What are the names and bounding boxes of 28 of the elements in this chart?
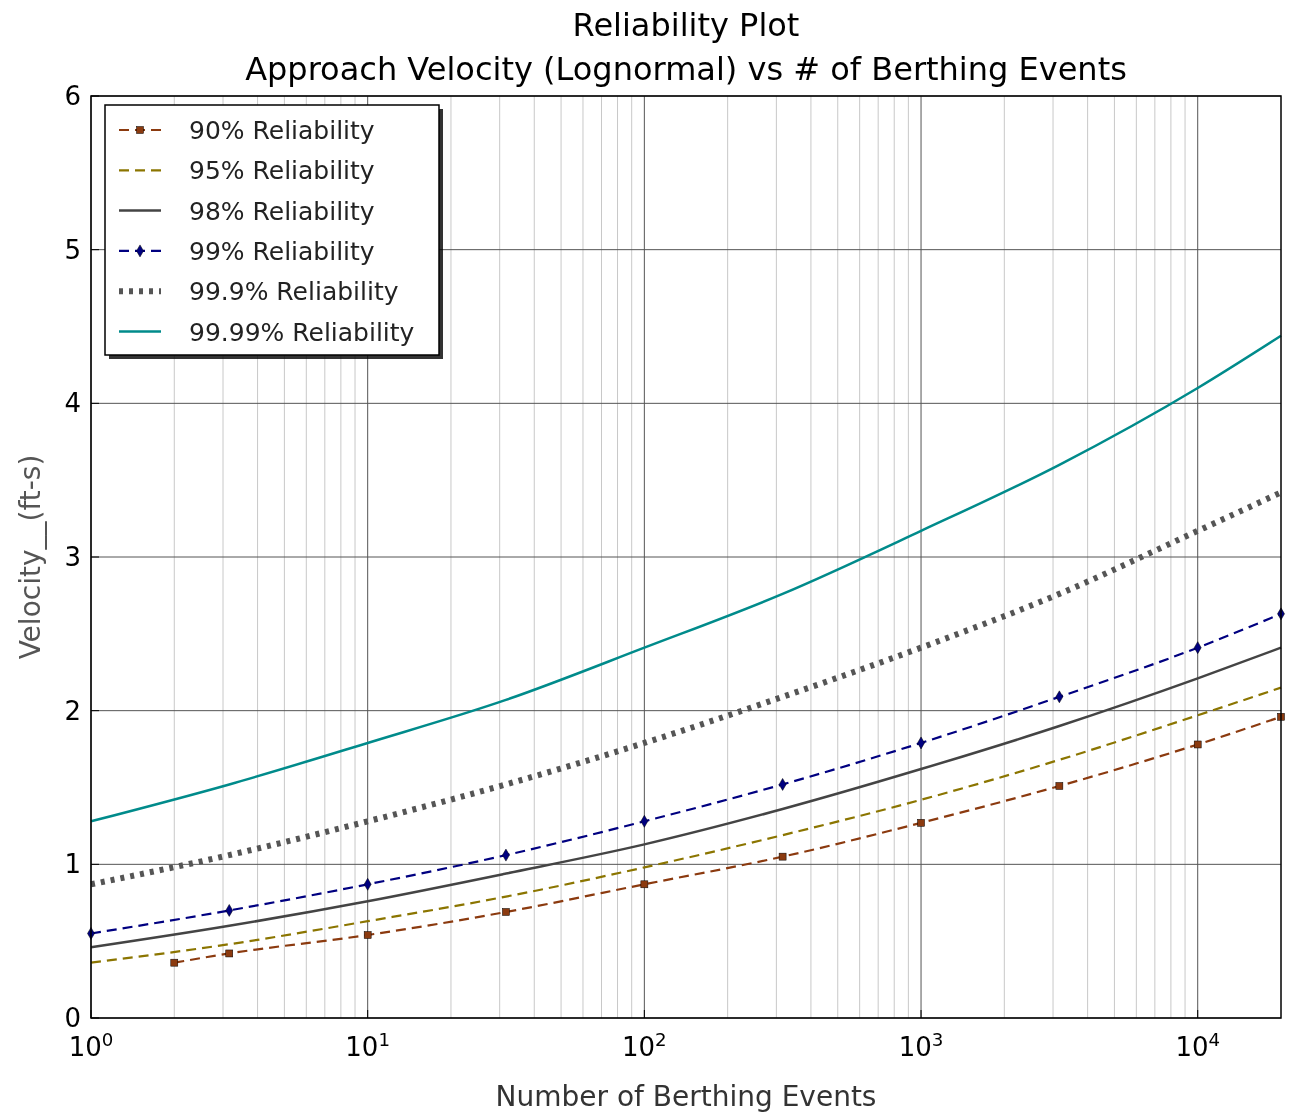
y-tick-label: 6	[64, 81, 81, 111]
point	[1193, 740, 1202, 749]
x-tick-label: 10$^{1}$	[345, 1028, 391, 1062]
point	[225, 949, 233, 958]
legend-label: 95% Reliability	[189, 156, 375, 186]
point	[640, 880, 649, 889]
point	[363, 931, 372, 939]
point	[917, 819, 925, 827]
legend-label: 90% Reliability	[189, 116, 375, 145]
legend-label: 99.9% Reliability	[189, 277, 399, 307]
y-tick-label: 5	[64, 234, 81, 265]
chart-title: Reliability Plot	[572, 6, 800, 44]
point	[502, 908, 510, 916]
legend-label: 99.99% Reliability	[189, 317, 415, 347]
y-tick-label: 1	[64, 849, 81, 880]
x-axis-title: Number of Berthing Events	[495, 1080, 877, 1113]
x-tick-label: 10$^{2}$	[622, 1028, 667, 1062]
point	[1055, 782, 1064, 790]
point	[778, 852, 787, 861]
legend-label: 99% Reliability	[189, 236, 375, 266]
y-tick-label: 3	[64, 542, 81, 572]
x-tick-label: 10$^{3}$	[898, 1028, 944, 1062]
y-tick-label: 2	[64, 695, 81, 726]
y-tick-label: 4	[64, 388, 81, 419]
legend-label: 98% Reliability	[189, 196, 375, 226]
chart-subtitle: Approach Velocity (Lognormal) vs # of Berthing Events	[245, 50, 1127, 88]
y-axis-title: Velocity__(ft-s)	[14, 454, 47, 660]
x-tick-label: 10$^{4}$	[1175, 1028, 1221, 1062]
